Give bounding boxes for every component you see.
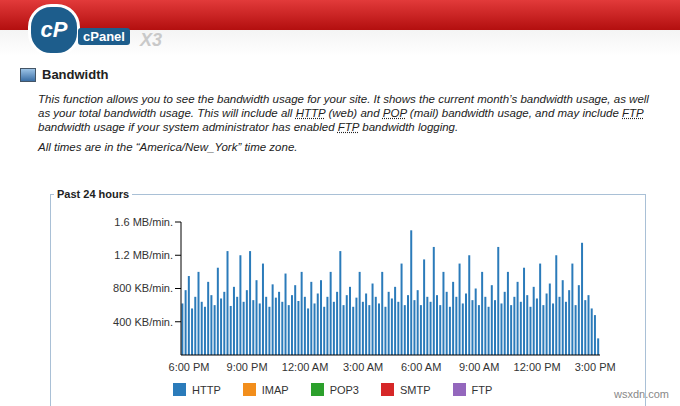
html-text:cPanel: cPanel	[83, 29, 125, 44]
html-text:POP3: POP3	[329, 383, 359, 396]
html-text:cP: cP	[40, 17, 68, 42]
svg-text:800 KB/min.: 800 KB/min.	[113, 282, 173, 294]
html-text:This function allows you to se: This function allows you to see the band…	[38, 93, 649, 119]
html-text:Past 24 hours: Past 24 hours	[57, 188, 130, 200]
html-text:All times are in the “America/: All times are in the “America/New_York” …	[38, 141, 298, 153]
html-text:FTP: FTP	[471, 383, 493, 396]
html-text:HTTP: HTTP	[192, 383, 221, 396]
svg-text:6:00 PM: 6:00 PM	[169, 361, 210, 373]
svg-text:3:00 PM: 3:00 PM	[575, 361, 616, 373]
svg-text:3:00 AM: 3:00 AM	[343, 361, 383, 373]
svg-text:1.2 MB/min.: 1.2 MB/min.	[114, 249, 173, 261]
html-text:bandwidth usage if your system: bandwidth usage if your system administr…	[38, 121, 459, 133]
html-text:X3: X3	[140, 30, 162, 50]
html-text:wsxdn.com: wsxdn.com	[614, 388, 669, 400]
svg-text:12:00 AM: 12:00 AM	[282, 361, 328, 373]
html-text:Bandwidth: Bandwidth	[42, 67, 109, 82]
svg-text:9:00 PM: 9:00 PM	[227, 361, 268, 373]
svg-text:6:00 AM: 6:00 AM	[401, 361, 441, 373]
html-text:IMAP: IMAP	[261, 383, 289, 396]
svg-text:12:00 PM: 12:00 PM	[514, 361, 561, 373]
svg-text:9:00 AM: 9:00 AM	[459, 361, 499, 373]
html-text:SMTP: SMTP	[400, 383, 431, 396]
svg-text:400 KB/min.: 400 KB/min.	[113, 316, 173, 328]
svg-text:1.6 MB/min.: 1.6 MB/min.	[114, 216, 173, 228]
